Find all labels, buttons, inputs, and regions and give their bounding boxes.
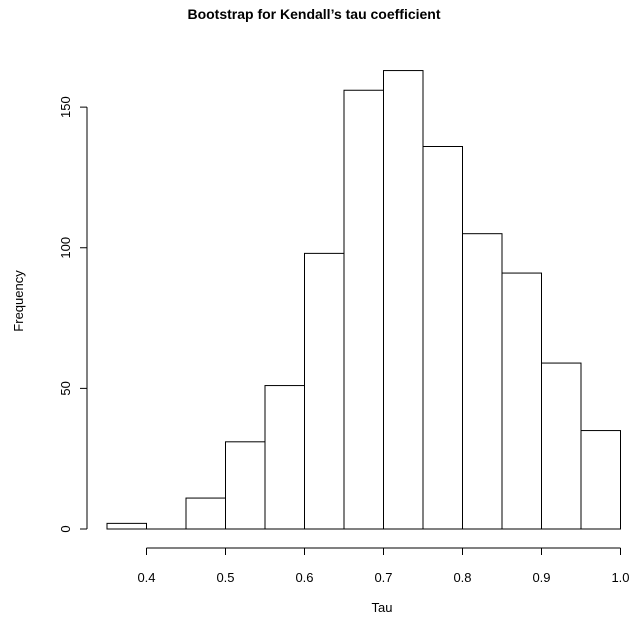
y-tick-label: 150 — [58, 96, 73, 118]
histogram-bar — [304, 252, 345, 530]
x-tick-label: 0.6 — [295, 570, 313, 585]
x-axis: 0.4 0.5 0.6 0.7 0.8 0.9 1.0 — [137, 547, 629, 585]
histogram-bar — [501, 272, 542, 530]
x-tick-label: 0.7 — [374, 570, 392, 585]
bars-group — [106, 70, 621, 530]
y-axis-label: Frequency — [11, 270, 26, 332]
x-tick-label: 0.8 — [453, 570, 471, 585]
histogram-bar — [264, 385, 305, 530]
histogram-bar — [422, 146, 463, 530]
histogram-bar — [383, 70, 424, 530]
x-tick-label: 0.4 — [137, 570, 155, 585]
x-tick-label: 0.5 — [216, 570, 234, 585]
histogram-bar — [580, 430, 621, 530]
x-tick-label: 1.0 — [611, 570, 629, 585]
y-tick-label: 0 — [58, 525, 73, 532]
chart-title: Bootstrap for Kendall’s tau coefficient — [187, 6, 440, 22]
histogram-bar — [225, 441, 266, 530]
x-axis-label: Tau — [372, 600, 393, 615]
histogram-bar — [541, 362, 582, 530]
histogram-bar — [462, 233, 503, 530]
y-axis: 0 50 100 150 — [58, 96, 88, 533]
histogram-bar — [185, 497, 226, 530]
x-tick-label: 0.9 — [532, 570, 550, 585]
y-tick-label: 50 — [58, 381, 73, 395]
histogram-bar — [343, 89, 384, 530]
y-tick-label: 100 — [58, 237, 73, 259]
histogram-bar — [106, 522, 147, 530]
